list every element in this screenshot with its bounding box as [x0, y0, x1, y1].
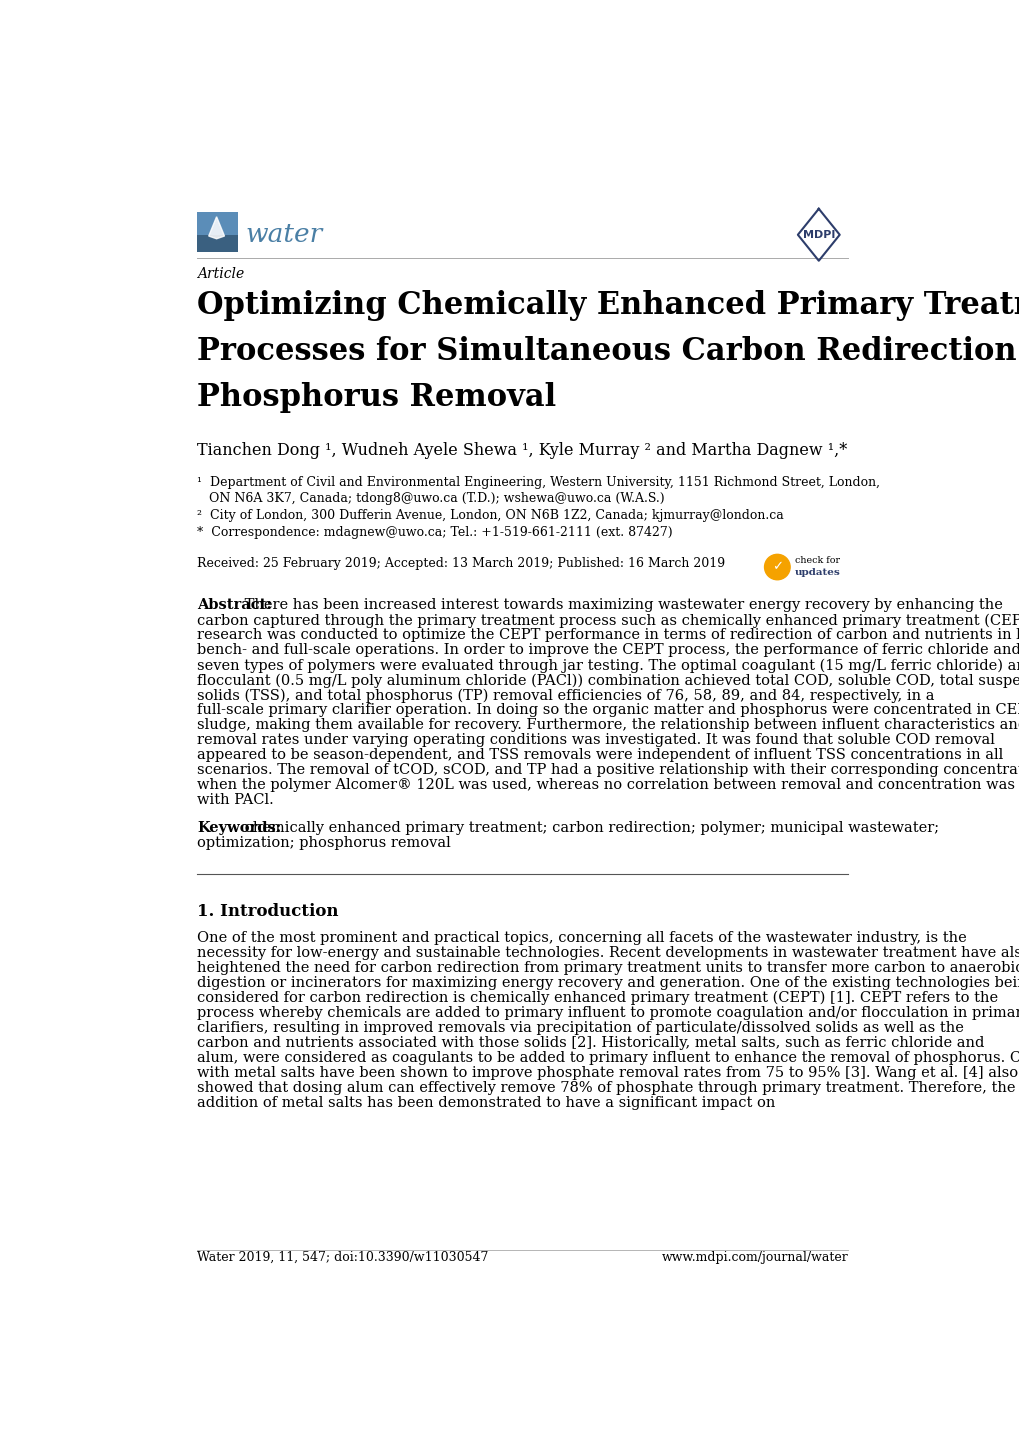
Text: Processes for Simultaneous Carbon Redirection and: Processes for Simultaneous Carbon Redire… — [197, 336, 1019, 368]
Text: water: water — [245, 222, 322, 247]
FancyBboxPatch shape — [197, 235, 237, 251]
Text: removal rates under varying operating conditions was investigated. It was found : removal rates under varying operating co… — [197, 734, 995, 747]
Text: bench- and full-scale operations. In order to improve the CEPT process, the perf: bench- and full-scale operations. In ord… — [197, 643, 1019, 658]
Text: Keywords:: Keywords: — [197, 820, 281, 835]
Text: with PACl.: with PACl. — [197, 793, 274, 808]
Text: clarifiers, resulting in improved removals via precipitation of particulate/diss: clarifiers, resulting in improved remova… — [197, 1021, 963, 1035]
Text: *  Correspondence: mdagnew@uwo.ca; Tel.: +1-519-661-2111 (ext. 87427): * Correspondence: mdagnew@uwo.ca; Tel.: … — [197, 526, 673, 539]
Text: 1. Introduction: 1. Introduction — [197, 903, 338, 920]
Text: updates: updates — [794, 568, 840, 577]
Text: There has been increased interest towards maximizing wastewater energy recovery : There has been increased interest toward… — [240, 598, 1003, 613]
Text: chemically enhanced primary treatment; carbon redirection; polymer; municipal wa: chemically enhanced primary treatment; c… — [240, 820, 938, 835]
Text: with metal salts have been shown to improve phosphate removal rates from 75 to 9: with metal salts have been shown to impr… — [197, 1066, 1017, 1080]
Text: Received: 25 February 2019; Accepted: 13 March 2019; Published: 16 March 2019: Received: 25 February 2019; Accepted: 13… — [197, 557, 725, 570]
Text: One of the most prominent and practical topics, concerning all facets of the was: One of the most prominent and practical … — [197, 932, 966, 945]
Polygon shape — [209, 216, 224, 239]
Text: MDPI: MDPI — [802, 229, 835, 239]
Text: appeared to be season-dependent, and TSS removals were independent of influent T: appeared to be season-dependent, and TSS… — [197, 748, 1003, 763]
Text: Optimizing Chemically Enhanced Primary Treatment: Optimizing Chemically Enhanced Primary T… — [197, 290, 1019, 322]
Text: ¹  Department of Civil and Environmental Engineering, Western University, 1151 R: ¹ Department of Civil and Environmental … — [197, 476, 879, 489]
Text: heightened the need for carbon redirection from primary treatment units to trans: heightened the need for carbon redirecti… — [197, 960, 1019, 975]
Text: Water 2019, 11, 547; doi:10.3390/w11030547: Water 2019, 11, 547; doi:10.3390/w110305… — [197, 1252, 488, 1265]
Text: alum, were considered as coagulants to be added to primary influent to enhance t: alum, were considered as coagulants to b… — [197, 1051, 1019, 1066]
Text: seven types of polymers were evaluated through jar testing. The optimal coagulan: seven types of polymers were evaluated t… — [197, 659, 1019, 672]
Text: process whereby chemicals are added to primary influent to promote coagulation a: process whereby chemicals are added to p… — [197, 1007, 1019, 1019]
Text: when the polymer Alcomer® 120L was used, whereas no correlation between removal : when the polymer Alcomer® 120L was used,… — [197, 779, 1019, 793]
Text: digestion or incinerators for maximizing energy recovery and generation. One of : digestion or incinerators for maximizing… — [197, 976, 1019, 989]
Text: ON N6A 3K7, Canada; tdong8@uwo.ca (T.D.); wshewa@uwo.ca (W.A.S.): ON N6A 3K7, Canada; tdong8@uwo.ca (T.D.)… — [197, 492, 664, 506]
Text: Phosphorus Removal: Phosphorus Removal — [197, 382, 555, 414]
Text: necessity for low-energy and sustainable technologies. Recent developments in wa: necessity for low-energy and sustainable… — [197, 946, 1019, 960]
Text: Tianchen Dong ¹, Wudneh Ayele Shewa ¹, Kyle Murray ² and Martha Dagnew ¹,*: Tianchen Dong ¹, Wudneh Ayele Shewa ¹, K… — [197, 441, 847, 459]
Text: full-scale primary clarifier operation. In doing so the organic matter and phosp: full-scale primary clarifier operation. … — [197, 704, 1019, 717]
Text: considered for carbon redirection is chemically enhanced primary treatment (CEPT: considered for carbon redirection is che… — [197, 991, 998, 1005]
Text: showed that dosing alum can effectively remove 78% of phosphate through primary : showed that dosing alum can effectively … — [197, 1082, 1015, 1094]
Text: check for: check for — [794, 555, 839, 565]
Text: carbon captured through the primary treatment process such as chemically enhance: carbon captured through the primary trea… — [197, 613, 1019, 627]
Text: ✓: ✓ — [771, 561, 783, 574]
Text: Article: Article — [197, 267, 245, 281]
Text: flocculant (0.5 mg/L poly aluminum chloride (PACl)) combination achieved total C: flocculant (0.5 mg/L poly aluminum chlor… — [197, 673, 1019, 688]
Text: research was conducted to optimize the CEPT performance in terms of redirection : research was conducted to optimize the C… — [197, 629, 1019, 642]
Text: solids (TSS), and total phosphorus (TP) removal efficiencies of 76, 58, 89, and : solids (TSS), and total phosphorus (TP) … — [197, 688, 933, 702]
Circle shape — [764, 554, 790, 580]
Text: Abstract:: Abstract: — [197, 598, 272, 613]
Text: carbon and nutrients associated with those solids [2]. Historically, metal salts: carbon and nutrients associated with tho… — [197, 1035, 983, 1050]
Text: sludge, making them available for recovery. Furthermore, the relationship betwee: sludge, making them available for recove… — [197, 718, 1019, 733]
Text: www.mdpi.com/journal/water: www.mdpi.com/journal/water — [661, 1252, 848, 1265]
Text: scenarios. The removal of tCOD, sCOD, and TP had a positive relationship with th: scenarios. The removal of tCOD, sCOD, an… — [197, 763, 1019, 777]
Text: ²  City of London, 300 Dufferin Avenue, London, ON N6B 1Z2, Canada; kjmurray@lon: ² City of London, 300 Dufferin Avenue, L… — [197, 509, 784, 522]
Text: addition of metal salts has been demonstrated to have a significant impact on: addition of metal salts has been demonst… — [197, 1096, 774, 1110]
Text: optimization; phosphorus removal: optimization; phosphorus removal — [197, 836, 450, 849]
FancyBboxPatch shape — [197, 212, 237, 251]
